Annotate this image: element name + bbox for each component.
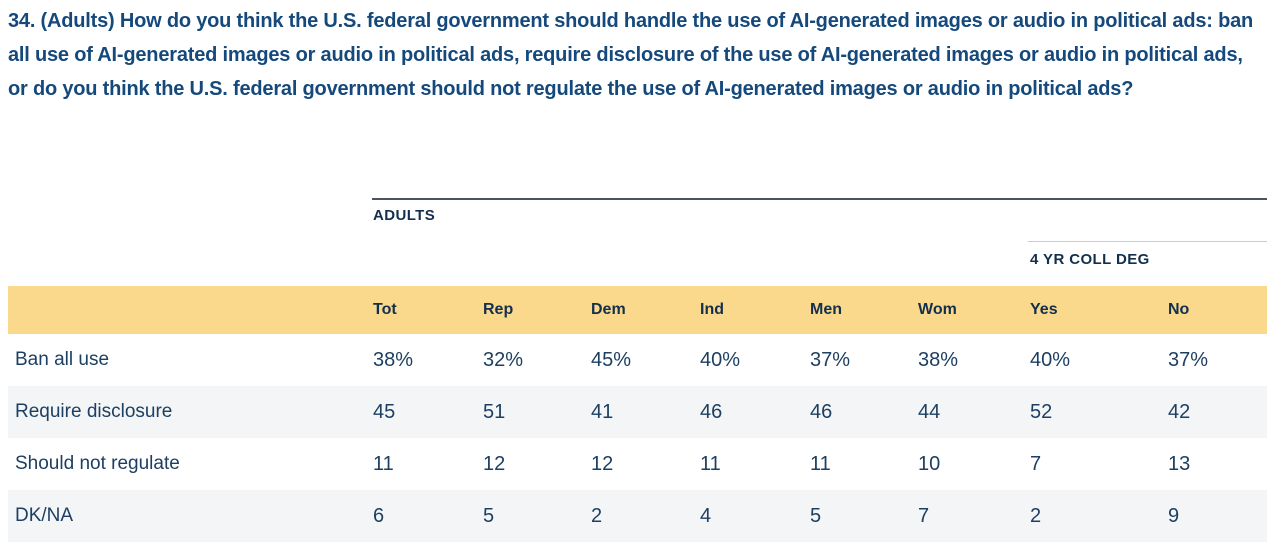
- cell-value: 6: [373, 505, 385, 527]
- cell-value: 38%: [373, 349, 414, 371]
- cell-value: 40%: [700, 349, 741, 371]
- cell-value: 11: [700, 453, 721, 475]
- table-header-row: Tot Rep Dem Ind Men Wom Yes No: [8, 286, 1267, 334]
- cell-value: 12: [483, 453, 506, 475]
- row-label: Should not regulate: [15, 453, 180, 474]
- column-header-dem: Dem: [591, 301, 626, 318]
- cell-value: 37%: [1168, 349, 1209, 371]
- cell-value: 46: [700, 401, 723, 423]
- question-text: 34. (Adults) How do you think the U.S. f…: [8, 10, 1254, 100]
- adults-group-label: ADULTS: [373, 207, 436, 224]
- cell-value: 4: [700, 505, 712, 527]
- cell-value: 38%: [918, 349, 959, 371]
- column-header-tot: Tot: [373, 301, 397, 318]
- column-header-wom: Wom: [918, 301, 957, 318]
- cell-value: 7: [918, 505, 930, 527]
- cell-value: 5: [483, 505, 495, 527]
- table-row: DK/NA 6 5 2 4 5 7 2 9: [8, 490, 1267, 542]
- cell-value: 37%: [810, 349, 851, 371]
- column-header-men: Men: [810, 301, 842, 318]
- column-header-rep: Rep: [483, 301, 514, 318]
- cell-value: 45: [373, 401, 396, 423]
- cell-value: 13: [1168, 453, 1191, 475]
- cell-value: 9: [1168, 505, 1180, 527]
- column-header-yes: Yes: [1030, 301, 1058, 318]
- table-row: Should not regulate 11 12 12 11 11 10 7 …: [8, 438, 1267, 490]
- cell-value: 42: [1168, 401, 1191, 423]
- table-row: Ban all use 38% 32% 45% 40% 37% 38% 40% …: [8, 334, 1267, 386]
- cell-value: 46: [810, 401, 833, 423]
- coll-deg-group-divider: [1028, 241, 1267, 242]
- cell-value: 32%: [483, 349, 524, 371]
- column-header-no: No: [1168, 301, 1190, 318]
- cell-value: 11: [810, 453, 831, 475]
- coll-deg-group-label: 4 YR COLL DEG: [1030, 251, 1150, 268]
- row-label: DK/NA: [15, 505, 74, 526]
- row-label: Require disclosure: [15, 401, 173, 422]
- cell-value: 5: [810, 505, 822, 527]
- cell-value: 7: [1030, 453, 1042, 475]
- column-header-ind: Ind: [700, 301, 724, 318]
- cell-value: 52: [1030, 401, 1053, 423]
- cell-value: 2: [1030, 505, 1042, 527]
- adults-group-divider: [372, 198, 1267, 200]
- cell-value: 11: [373, 453, 394, 475]
- cell-value: 40%: [1030, 349, 1071, 371]
- cell-value: 51: [483, 401, 506, 423]
- cell-value: 10: [918, 453, 941, 475]
- cell-value: 2: [591, 505, 603, 527]
- cell-value: 44: [918, 401, 941, 423]
- table-row: Require disclosure 45 51 41 46 46 44 52 …: [8, 386, 1267, 438]
- cell-value: 12: [591, 453, 614, 475]
- row-label: Ban all use: [15, 349, 110, 370]
- cell-value: 41: [591, 401, 614, 423]
- cell-value: 45%: [591, 349, 632, 371]
